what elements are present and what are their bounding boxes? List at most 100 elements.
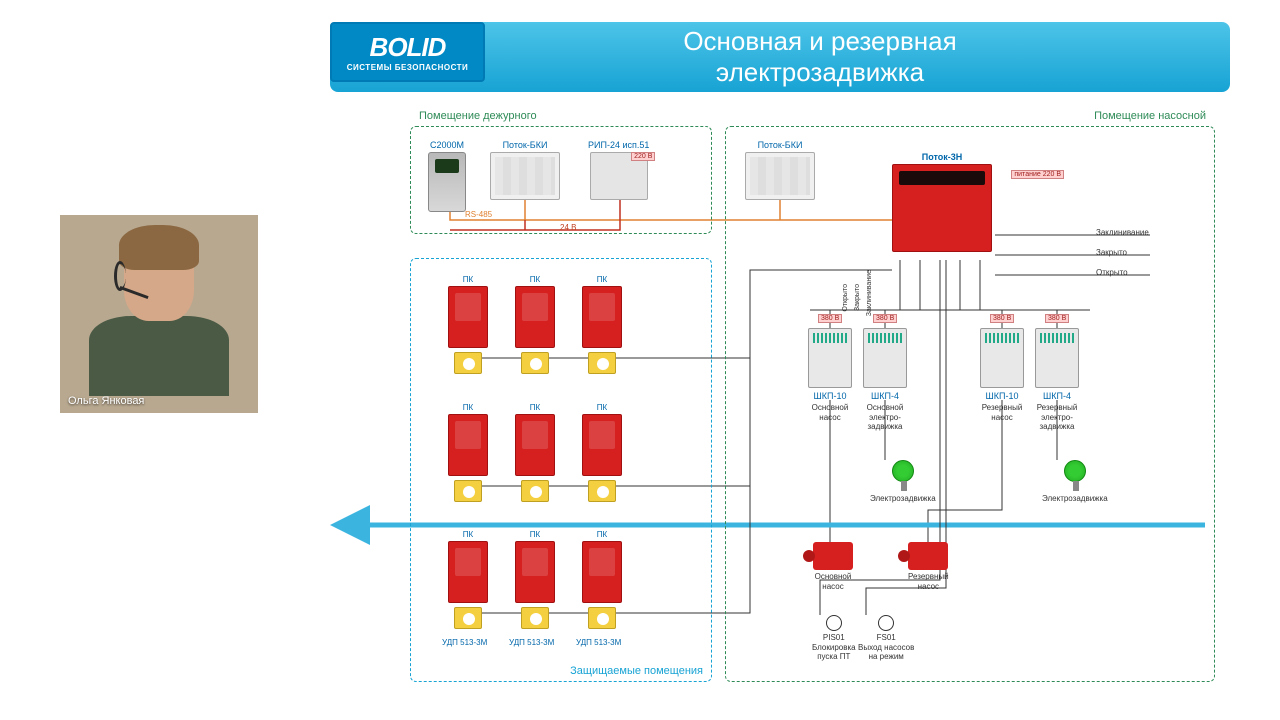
shkp-name: ШКП-10 [986,391,1019,401]
valve-label: Электрозадвижка [1042,494,1108,504]
pis01-name: PIS01 [823,633,845,643]
fire-cabinet-0-2: ПК [582,275,622,374]
potok3n-icon [892,164,992,252]
keypad-icon [428,152,466,212]
call-point-icon [521,480,549,502]
pis01-sub: Блокировка пуска ПТ [812,643,856,662]
fire-cabinet-icon [448,414,488,476]
shkp-sub: Основной электро- задвижка [867,403,904,432]
shkp-3: 380 В ШКП-4 Резервный электро- задвижка [1035,328,1079,432]
pk-label: ПК [597,275,607,284]
pump-icon [908,542,948,570]
device-bki2: Поток-БКИ [745,140,815,200]
logo-subtitle: СИСТЕМЫ БЕЗОПАСНОСТИ [347,63,469,72]
call-point-icon [454,480,482,502]
udp-label-2: УДП 513-3М [576,638,621,647]
pk-label: ПК [463,275,473,284]
shkp-name: ШКП-4 [1043,391,1071,401]
shkp-icon [808,328,852,388]
v24-label: 24 В [560,223,576,232]
panel2-icon [745,152,815,200]
shkp-name: ШКП-4 [871,391,899,401]
udp-label-1: УДП 513-3М [509,638,554,647]
fire-cabinet-icon [515,414,555,476]
valve-label: Электрозадвижка [870,494,936,504]
device-rip: РИП-24 исп.51 220 В [588,140,649,200]
device-bki1: Поток-БКИ [490,140,560,200]
vert-zak: Заклинивание [866,270,873,316]
device-c2000m: С2000М [428,140,466,212]
side-open: Открыто [1096,268,1128,278]
fire-cabinet-1-0: ПК [448,403,488,502]
shkp-name: ШКП-10 [814,391,847,401]
call-point-icon [454,607,482,629]
call-point-icon [454,352,482,374]
device-potok3n: Поток-3Н питание 220 В [892,152,992,252]
voltage-tag: 380 В [1045,314,1069,323]
pk-label: ПК [463,403,473,412]
voltage-tag: 380 В [990,314,1014,323]
pump-label: Основной насос [815,572,852,591]
bki2-label: Поток-БКИ [758,140,803,150]
presenter-name: Ольга Янковая [68,395,144,407]
valve-icon [892,460,914,482]
rs485-label: RS-485 [465,210,492,219]
call-point-icon [588,607,616,629]
pk-label: ПК [530,403,540,412]
fire-cabinet-icon [582,541,622,603]
call-point-icon [588,352,616,374]
vert-open: Открыто [842,284,849,312]
pump-label: Резервный насос [908,572,949,591]
shkp-icon [1035,328,1079,388]
fire-cabinet-icon [448,286,488,348]
logo-text: BOLID [370,32,446,63]
shkp-sub: Резервный электро- задвижка [1037,403,1078,432]
rip-label: РИП-24 исп.51 [588,140,649,150]
pump-0: Основной насос [813,542,853,591]
fire-cabinet-icon [515,541,555,603]
panel-icon [490,152,560,200]
call-point-icon [588,480,616,502]
potok3n-label: Поток-3Н [922,152,963,162]
zone-duty-label: Помещение дежурного [419,110,537,122]
sensor-icon [826,615,842,631]
wiring-diagram: Помещение дежурного Помещение насосной З… [330,110,1230,700]
voltage-tag: 380 В [818,314,842,323]
sensor-pis01: PIS01 Блокировка пуска ПТ [812,615,856,662]
fire-cabinet-2-2: ПК [582,530,622,629]
pump-1: Резервный насос [908,542,949,591]
fs01-sub: Выход насосов на режим [858,643,914,662]
sensor-icon [878,615,894,631]
zone-pump-label: Помещение насосной [1094,110,1206,122]
shkp-sub: Основной насос [812,403,849,422]
pk-label: ПК [597,403,607,412]
call-point-icon [521,352,549,374]
rip-voltage: 220 В [631,152,655,161]
call-point-icon [521,607,549,629]
c2000m-label: С2000М [430,140,464,150]
presenter-figure [84,233,234,413]
valve-0: Электрозадвижка [870,460,936,504]
shkp-1: 380 В ШКП-4 Основной электро- задвижка [863,328,907,432]
pump-icon [813,542,853,570]
voltage-tag: 380 В [873,314,897,323]
fire-cabinet-icon [448,541,488,603]
bolid-logo: BOLID СИСТЕМЫ БЕЗОПАСНОСТИ [330,22,485,82]
shkp-2: 380 В ШКП-10 Резервный насос [980,328,1024,422]
fire-cabinet-0-0: ПК [448,275,488,374]
fire-cabinet-icon [582,414,622,476]
fire-cabinet-0-1: ПК [515,275,555,374]
fire-cabinet-1-2: ПК [582,403,622,502]
fire-cabinet-1-1: ПК [515,403,555,502]
pk-label: ПК [463,530,473,539]
fire-cabinet-2-0: ПК [448,530,488,629]
vert-close: Закрыто [854,284,861,311]
fire-cabinet-2-1: ПК [515,530,555,629]
fire-cabinet-icon [515,286,555,348]
bki1-label: Поток-БКИ [503,140,548,150]
valve-1: Электрозадвижка [1042,460,1108,504]
potok3n-power: питание 220 В [1011,170,1064,179]
pk-label: ПК [597,530,607,539]
shkp-sub: Резервный насос [982,403,1023,422]
pk-label: ПК [530,530,540,539]
